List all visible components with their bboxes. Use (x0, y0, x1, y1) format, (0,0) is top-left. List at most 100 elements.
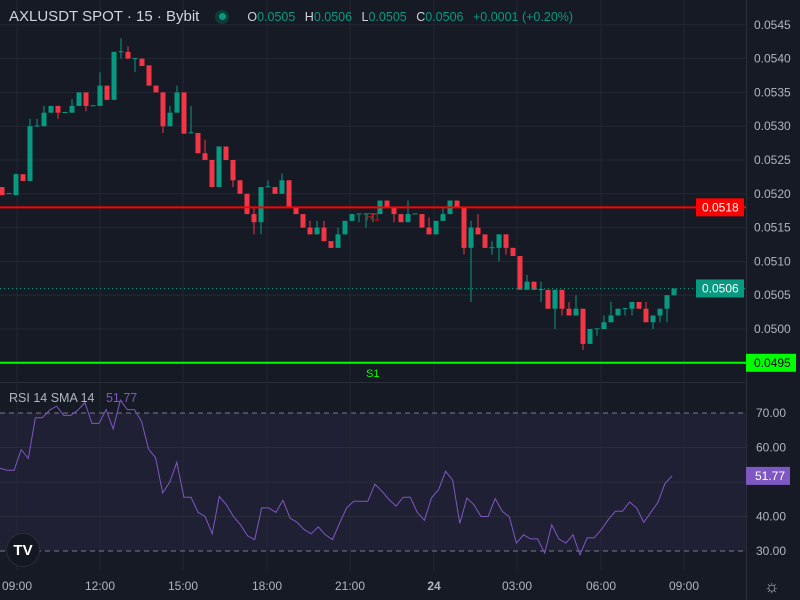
price-tick-label: 0.0545 (754, 18, 791, 32)
rsi-params: 14 SMA 14 (33, 391, 95, 405)
rsi-value-text: 51.77 (755, 469, 785, 483)
candle-body (13, 174, 19, 196)
candle-body (125, 51, 131, 59)
candle-body (272, 187, 278, 194)
candle-body (517, 255, 523, 290)
price-tick-label: 0.0500 (754, 322, 791, 336)
candle-body (328, 241, 334, 248)
candle-body (391, 207, 397, 215)
time-tick-label: 18:00 (252, 579, 282, 593)
time-tick-label: 06:00 (586, 579, 616, 593)
tradingview-logo-icon[interactable]: TV (6, 533, 40, 567)
candle-body (601, 322, 607, 329)
candle-body (20, 174, 26, 181)
candle-body (48, 105, 54, 113)
candle-body (433, 220, 439, 235)
open-value: 0.0505 (257, 9, 296, 24)
price-tick-label: 0.0530 (754, 119, 791, 133)
time-tick-label: 15:00 (168, 579, 198, 593)
candle-body (594, 328, 600, 330)
pane-divider (0, 382, 746, 383)
candle-body (349, 214, 355, 221)
candle-body (300, 214, 306, 228)
high-label: H (304, 9, 314, 24)
candle-body (251, 214, 257, 223)
candle-body (209, 160, 215, 188)
candle-body (657, 308, 663, 316)
price-tick-label: 0.0525 (754, 153, 791, 167)
candle-body (0, 187, 5, 196)
candle-body (622, 308, 628, 310)
candle-body (580, 308, 586, 344)
price-tick-label: 0.0510 (754, 254, 791, 268)
current-price-text: 0.0506 (702, 281, 739, 295)
low-value: 0.0505 (368, 9, 407, 24)
candle-body (531, 281, 537, 290)
level-price-badge (696, 198, 744, 217)
candle-body (587, 329, 593, 344)
time-tick-label: 12:00 (85, 579, 115, 593)
candle-body (230, 160, 236, 181)
candle-body (643, 308, 649, 323)
level-label: R1 (366, 211, 380, 223)
candle-body (566, 308, 572, 316)
candle-body (314, 227, 320, 235)
time-tick-label: 03:00 (502, 579, 532, 593)
candle-body (258, 187, 264, 223)
level-price-text: 0.0518 (702, 200, 739, 214)
chart-legend: AXLUSDT SPOT · 15 · Bybit O0.0505 H0.050… (9, 8, 573, 25)
rsi-legend[interactable]: RSI 14 SMA 14 51.77 (9, 391, 137, 405)
candle-body (279, 180, 285, 194)
candle-body (510, 247, 516, 256)
price-tick-label: 0.0535 (754, 85, 791, 99)
candle-body (118, 51, 124, 53)
rsi-name: RSI (9, 391, 30, 405)
candle-body (265, 186, 271, 188)
price-tick-label: 0.0505 (754, 288, 791, 302)
candle-body (97, 85, 103, 106)
candle-body (573, 308, 579, 316)
candle-body (27, 126, 33, 181)
candle-body (195, 132, 201, 154)
close-label: C (416, 9, 426, 24)
candle-body (34, 125, 40, 127)
candle-body (412, 213, 418, 215)
candle-body (244, 193, 250, 215)
candle-body (335, 234, 341, 248)
rsi-tick-label: 30.00 (756, 544, 786, 558)
candle-body (461, 207, 467, 248)
rsi-tick-label: 70.00 (756, 406, 786, 420)
symbol-title[interactable]: AXLUSDT SPOT · 15 · Bybit (9, 8, 200, 25)
candle-body (650, 315, 656, 323)
time-tick-label: 09:00 (669, 579, 699, 593)
candle-body (188, 132, 194, 134)
candle-body (524, 281, 530, 290)
candle-body (41, 112, 47, 127)
candle-body (636, 301, 642, 309)
candle-body (454, 200, 460, 208)
candle-body (321, 227, 327, 242)
candle-body (202, 153, 208, 160)
candle-body (405, 214, 411, 223)
candle-body (76, 92, 82, 106)
candle-body (132, 57, 138, 59)
high-value: 0.0506 (313, 9, 353, 24)
candle-body (489, 247, 495, 249)
candle-body (503, 234, 509, 248)
candle-body (475, 227, 481, 235)
candle-body (223, 146, 229, 160)
rsi-tick-label: 60.00 (756, 441, 786, 455)
candle-body (629, 301, 635, 309)
candle-body (90, 105, 96, 107)
candle-body (440, 214, 446, 221)
candle-body (615, 308, 621, 316)
candle-body (468, 227, 474, 248)
gear-icon[interactable]: ☼ (764, 577, 780, 596)
candle-body (293, 207, 299, 215)
candle-body (356, 213, 362, 215)
candle-body (104, 85, 110, 100)
time-tick-label: 21:00 (335, 579, 365, 593)
candle-body (363, 213, 369, 215)
ohlc-values: O0.0505 H0.0506 L0.0505 C0.0506 +0.0001 … (241, 10, 573, 24)
